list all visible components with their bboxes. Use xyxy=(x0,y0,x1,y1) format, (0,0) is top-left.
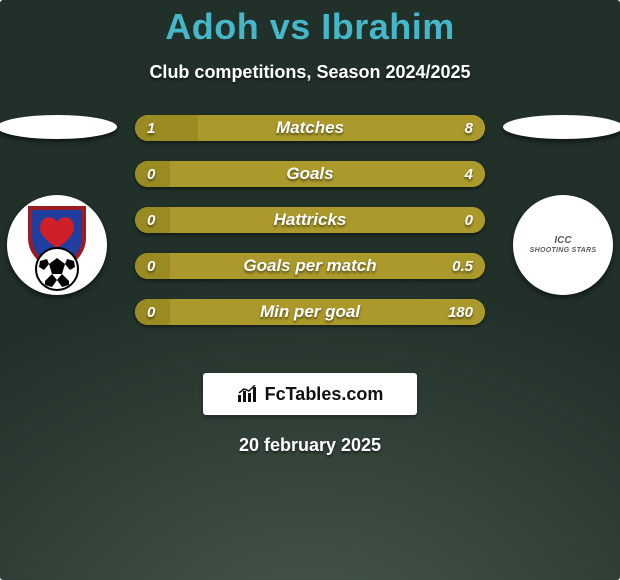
subtitle: Club competitions, Season 2024/2025 xyxy=(0,62,620,83)
badge-right-line1: ICC xyxy=(530,236,597,247)
watermark-text: FcTables.com xyxy=(265,384,384,405)
watermark: FcTables.com xyxy=(203,373,417,415)
bar-label: Min per goal xyxy=(135,299,485,325)
soccer-ball-icon xyxy=(35,247,79,291)
player-left-slot xyxy=(0,115,122,295)
club-badge-right: ICC SHOOTING STARS xyxy=(513,195,613,295)
player-right-slot: ICC SHOOTING STARS xyxy=(498,115,620,295)
compare-area: ICC SHOOTING STARS 18Matches04Goals00Hat… xyxy=(0,127,620,357)
watermark-chart-icon xyxy=(237,385,259,403)
bar-label: Hattricks xyxy=(135,207,485,233)
stat-bar-row: 00.5Goals per match xyxy=(135,253,485,279)
club-badge-left xyxy=(7,195,107,295)
stat-bar-row: 00Hattricks xyxy=(135,207,485,233)
bar-label: Matches xyxy=(135,115,485,141)
comparison-card: Adoh vs Ibrahim Club competitions, Seaso… xyxy=(0,0,620,580)
stat-bar-row: 04Goals xyxy=(135,161,485,187)
content-wrap: Adoh vs Ibrahim Club competitions, Seaso… xyxy=(0,0,620,456)
page-title: Adoh vs Ibrahim xyxy=(0,6,620,48)
bar-label: Goals xyxy=(135,161,485,187)
bar-label: Goals per match xyxy=(135,253,485,279)
stat-bars: 18Matches 04Goals 00Hattricks 00.5Goals per… xyxy=(135,115,485,345)
stat-bar-row: 0180Min per goal xyxy=(135,299,485,325)
date-text: 20 february 2025 xyxy=(0,435,620,456)
stat-bar-row: 18Matches xyxy=(135,115,485,141)
player-right-shadow xyxy=(503,115,620,139)
badge-right-line2: SHOOTING STARS xyxy=(530,247,597,254)
player-left-shadow xyxy=(0,115,117,139)
